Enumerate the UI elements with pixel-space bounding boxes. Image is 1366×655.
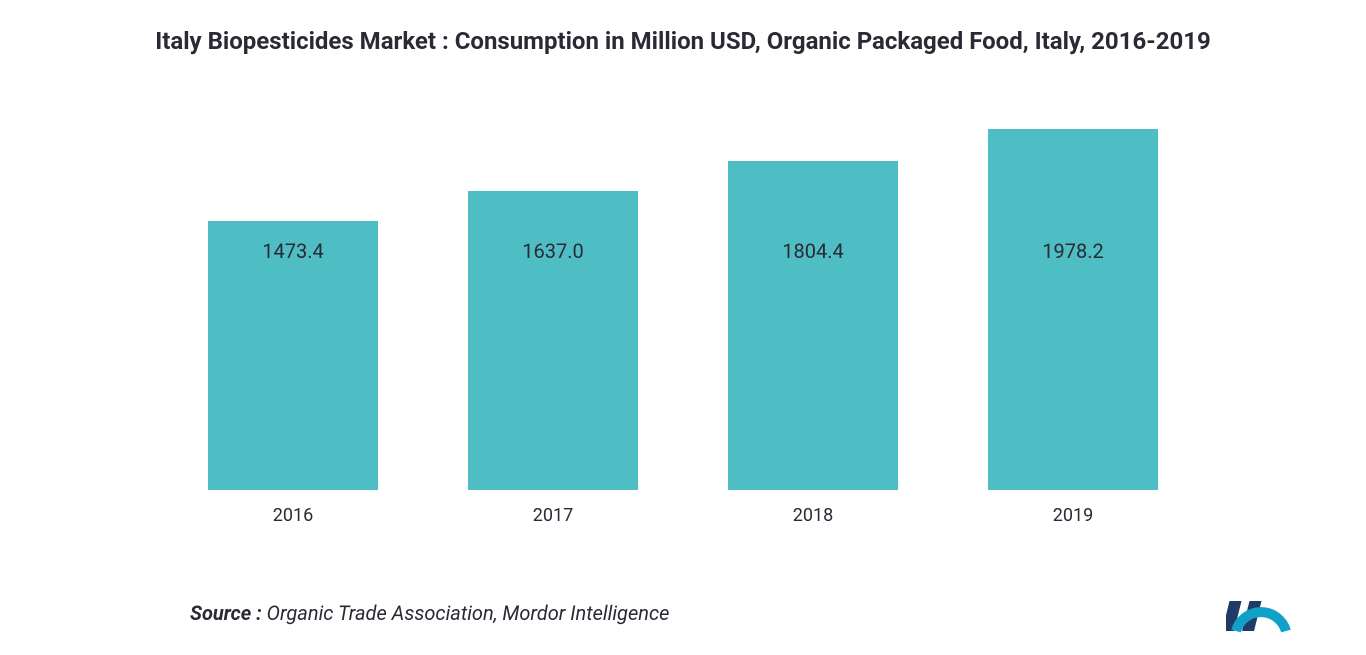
bar: 1473.4 <box>208 221 378 490</box>
bar-value-label: 1473.4 <box>208 239 378 263</box>
chart-title: Italy Biopesticides Market : Consumption… <box>60 25 1306 57</box>
bar-slot: 1804.4 <box>728 161 898 490</box>
source-citation: Source : Organic Trade Association, Mord… <box>190 601 669 625</box>
bar-value-label: 1637.0 <box>468 239 638 263</box>
chart-container: Italy Biopesticides Market : Consumption… <box>0 0 1366 655</box>
source-label: Source : <box>190 601 262 625</box>
bar-value-label: 1804.4 <box>728 239 898 263</box>
bar-slot: 1637.0 <box>468 191 638 490</box>
chart-footer: Source : Organic Trade Association, Mord… <box>60 526 1306 635</box>
x-axis-category-label: 2017 <box>468 505 638 526</box>
bar: 1978.2 <box>988 129 1158 490</box>
x-axis-category-label: 2018 <box>728 505 898 526</box>
bar-slot: 1978.2 <box>988 129 1158 490</box>
plot-area: 1473.4 1637.0 1804.4 1978.2 <box>60 67 1306 491</box>
x-axis-category-label: 2019 <box>988 505 1158 526</box>
x-axis-labels: 2016 2017 2018 2019 <box>60 491 1306 526</box>
brand-logo-icon <box>1226 591 1296 635</box>
bar: 1637.0 <box>468 191 638 490</box>
source-text: Organic Trade Association, Mordor Intell… <box>262 601 670 625</box>
bar: 1804.4 <box>728 161 898 490</box>
x-axis-category-label: 2016 <box>208 505 378 526</box>
plot-wrap: 1473.41637.01804.41978.2 201620172018201… <box>60 67 1306 526</box>
bar-value-label: 1978.2 <box>988 239 1158 263</box>
bar-slot: 1473.4 <box>208 221 378 490</box>
